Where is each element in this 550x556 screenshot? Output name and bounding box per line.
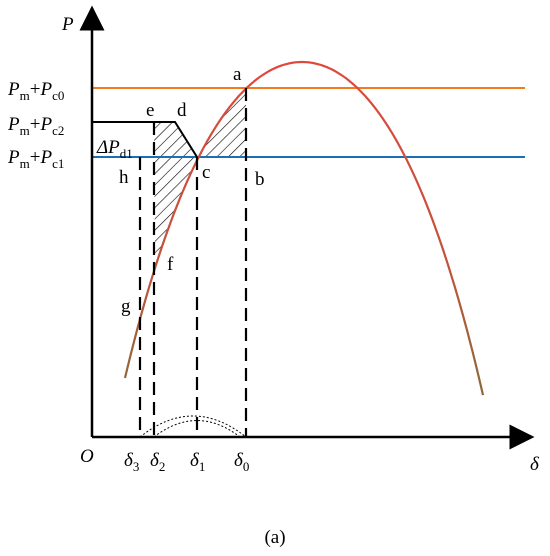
- angle-index: 3: [133, 459, 140, 474]
- level-label-part: c0: [52, 88, 64, 103]
- angle-label: δ3: [124, 450, 139, 474]
- point-label: g: [121, 296, 131, 317]
- origin-label: O: [80, 446, 94, 467]
- level-line-c2: [92, 121, 198, 158]
- angle-symbol: δ: [150, 450, 160, 471]
- level-label-part: +: [30, 79, 41, 100]
- level-label-part: m: [20, 88, 30, 103]
- arcs: [139, 415, 247, 438]
- level-label: Pm+Pc2: [7, 114, 64, 138]
- angle-label: δ0: [234, 450, 249, 474]
- angle-index: 0: [243, 459, 250, 474]
- level-label-part: +: [30, 147, 41, 168]
- level-label-part: +: [30, 114, 41, 135]
- level-label-part: P: [7, 147, 20, 168]
- level-label-part: c2: [52, 123, 64, 138]
- point-label: a: [233, 64, 242, 85]
- level-label-part: P: [39, 114, 52, 135]
- level-label-part: P: [7, 79, 20, 100]
- dashed-lines: [138, 88, 248, 437]
- delta-p-sub: d1: [120, 146, 133, 161]
- point-label: h: [119, 167, 129, 188]
- angle-symbol: δ: [234, 450, 244, 471]
- angle-symbol: δ: [124, 450, 134, 471]
- angle-label: δ2: [150, 450, 165, 474]
- level-label-part: m: [20, 156, 30, 171]
- delta-p: ΔP: [96, 137, 120, 158]
- level-label-part: c1: [52, 156, 64, 171]
- deceleration-area: [154, 122, 197, 268]
- angle-index: 2: [159, 459, 166, 474]
- angle-labels: δ3 δ2 δ1 δ0: [124, 450, 249, 474]
- angle-symbol: δ: [190, 450, 200, 471]
- hatched-areas: [154, 88, 246, 268]
- level-label-part: m: [20, 123, 30, 138]
- point-label: f: [167, 254, 174, 275]
- point-label: e: [146, 100, 154, 121]
- angle-index: 1: [199, 459, 206, 474]
- point-label: b: [255, 169, 265, 190]
- level-label-part: P: [7, 114, 20, 135]
- x-axis-label: δ: [530, 454, 540, 475]
- level-label-part: P: [39, 147, 52, 168]
- point-label: d: [177, 100, 187, 121]
- level-label-part: P: [39, 79, 52, 100]
- delta-p-label: ΔPd1: [96, 137, 133, 161]
- angle-label: δ1: [190, 450, 205, 474]
- point-label: c: [202, 162, 210, 183]
- level-label: Pm+Pc0: [7, 79, 64, 103]
- power-curve: [123, 60, 485, 396]
- y-axis-label: P: [61, 14, 74, 35]
- caption: (a): [264, 527, 285, 548]
- acceleration-area: [197, 88, 246, 161]
- level-label: Pm+Pc1: [7, 147, 64, 171]
